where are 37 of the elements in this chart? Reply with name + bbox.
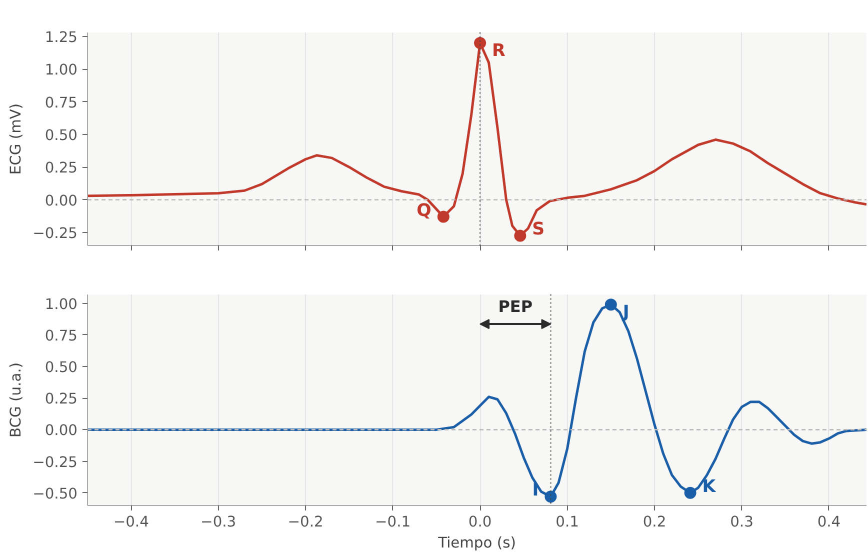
y-tick-label: −0.25: [32, 454, 78, 471]
x-tick-label: −0.4: [113, 514, 149, 530]
y-tick-label: 0.50: [44, 359, 78, 376]
point: [437, 210, 450, 223]
x-tick-label: −0.1: [375, 514, 411, 530]
x-tick-label: −0.3: [200, 514, 236, 530]
x-tick-label: 0.1: [556, 514, 579, 530]
y-tick-label: 1.25: [44, 28, 78, 46]
y-axis-title: ECG (mV): [8, 103, 25, 175]
point: [604, 298, 617, 311]
point: [544, 490, 557, 503]
y-tick-label: 0.75: [44, 94, 78, 112]
annotation: Q: [416, 200, 432, 221]
point: [514, 230, 526, 242]
y-tick-label: −0.25: [32, 224, 78, 242]
y-tick-label: 0.25: [44, 160, 78, 177]
annotation: PEP: [498, 297, 533, 316]
y-tick-label: 0.00: [44, 422, 78, 440]
annotation: K: [702, 476, 716, 497]
y-tick-label: 1.00: [44, 62, 78, 79]
x-tick-label: 0.3: [730, 514, 754, 530]
annotation: R: [492, 40, 506, 61]
y-axis-title: BCG (u.a.): [8, 362, 25, 438]
y-tick-label: 1.00: [44, 296, 78, 313]
y-tick-label: 0.00: [44, 192, 78, 210]
annotation: S: [532, 220, 545, 240]
x-tick-label: 0.4: [817, 514, 841, 530]
point: [474, 36, 486, 49]
y-tick-label: 0.50: [44, 126, 78, 144]
y-tick-label: 0.25: [44, 390, 78, 408]
x-axis-title: Tiempo (s): [437, 534, 516, 552]
x-tick-label: 0.2: [642, 514, 666, 530]
point: [684, 486, 696, 499]
y-tick-label: −0.50: [32, 485, 78, 502]
x-tick-label: 0.0: [468, 514, 492, 530]
x-tick-label: −0.2: [288, 514, 324, 530]
y-tick-label: 0.75: [44, 327, 78, 344]
